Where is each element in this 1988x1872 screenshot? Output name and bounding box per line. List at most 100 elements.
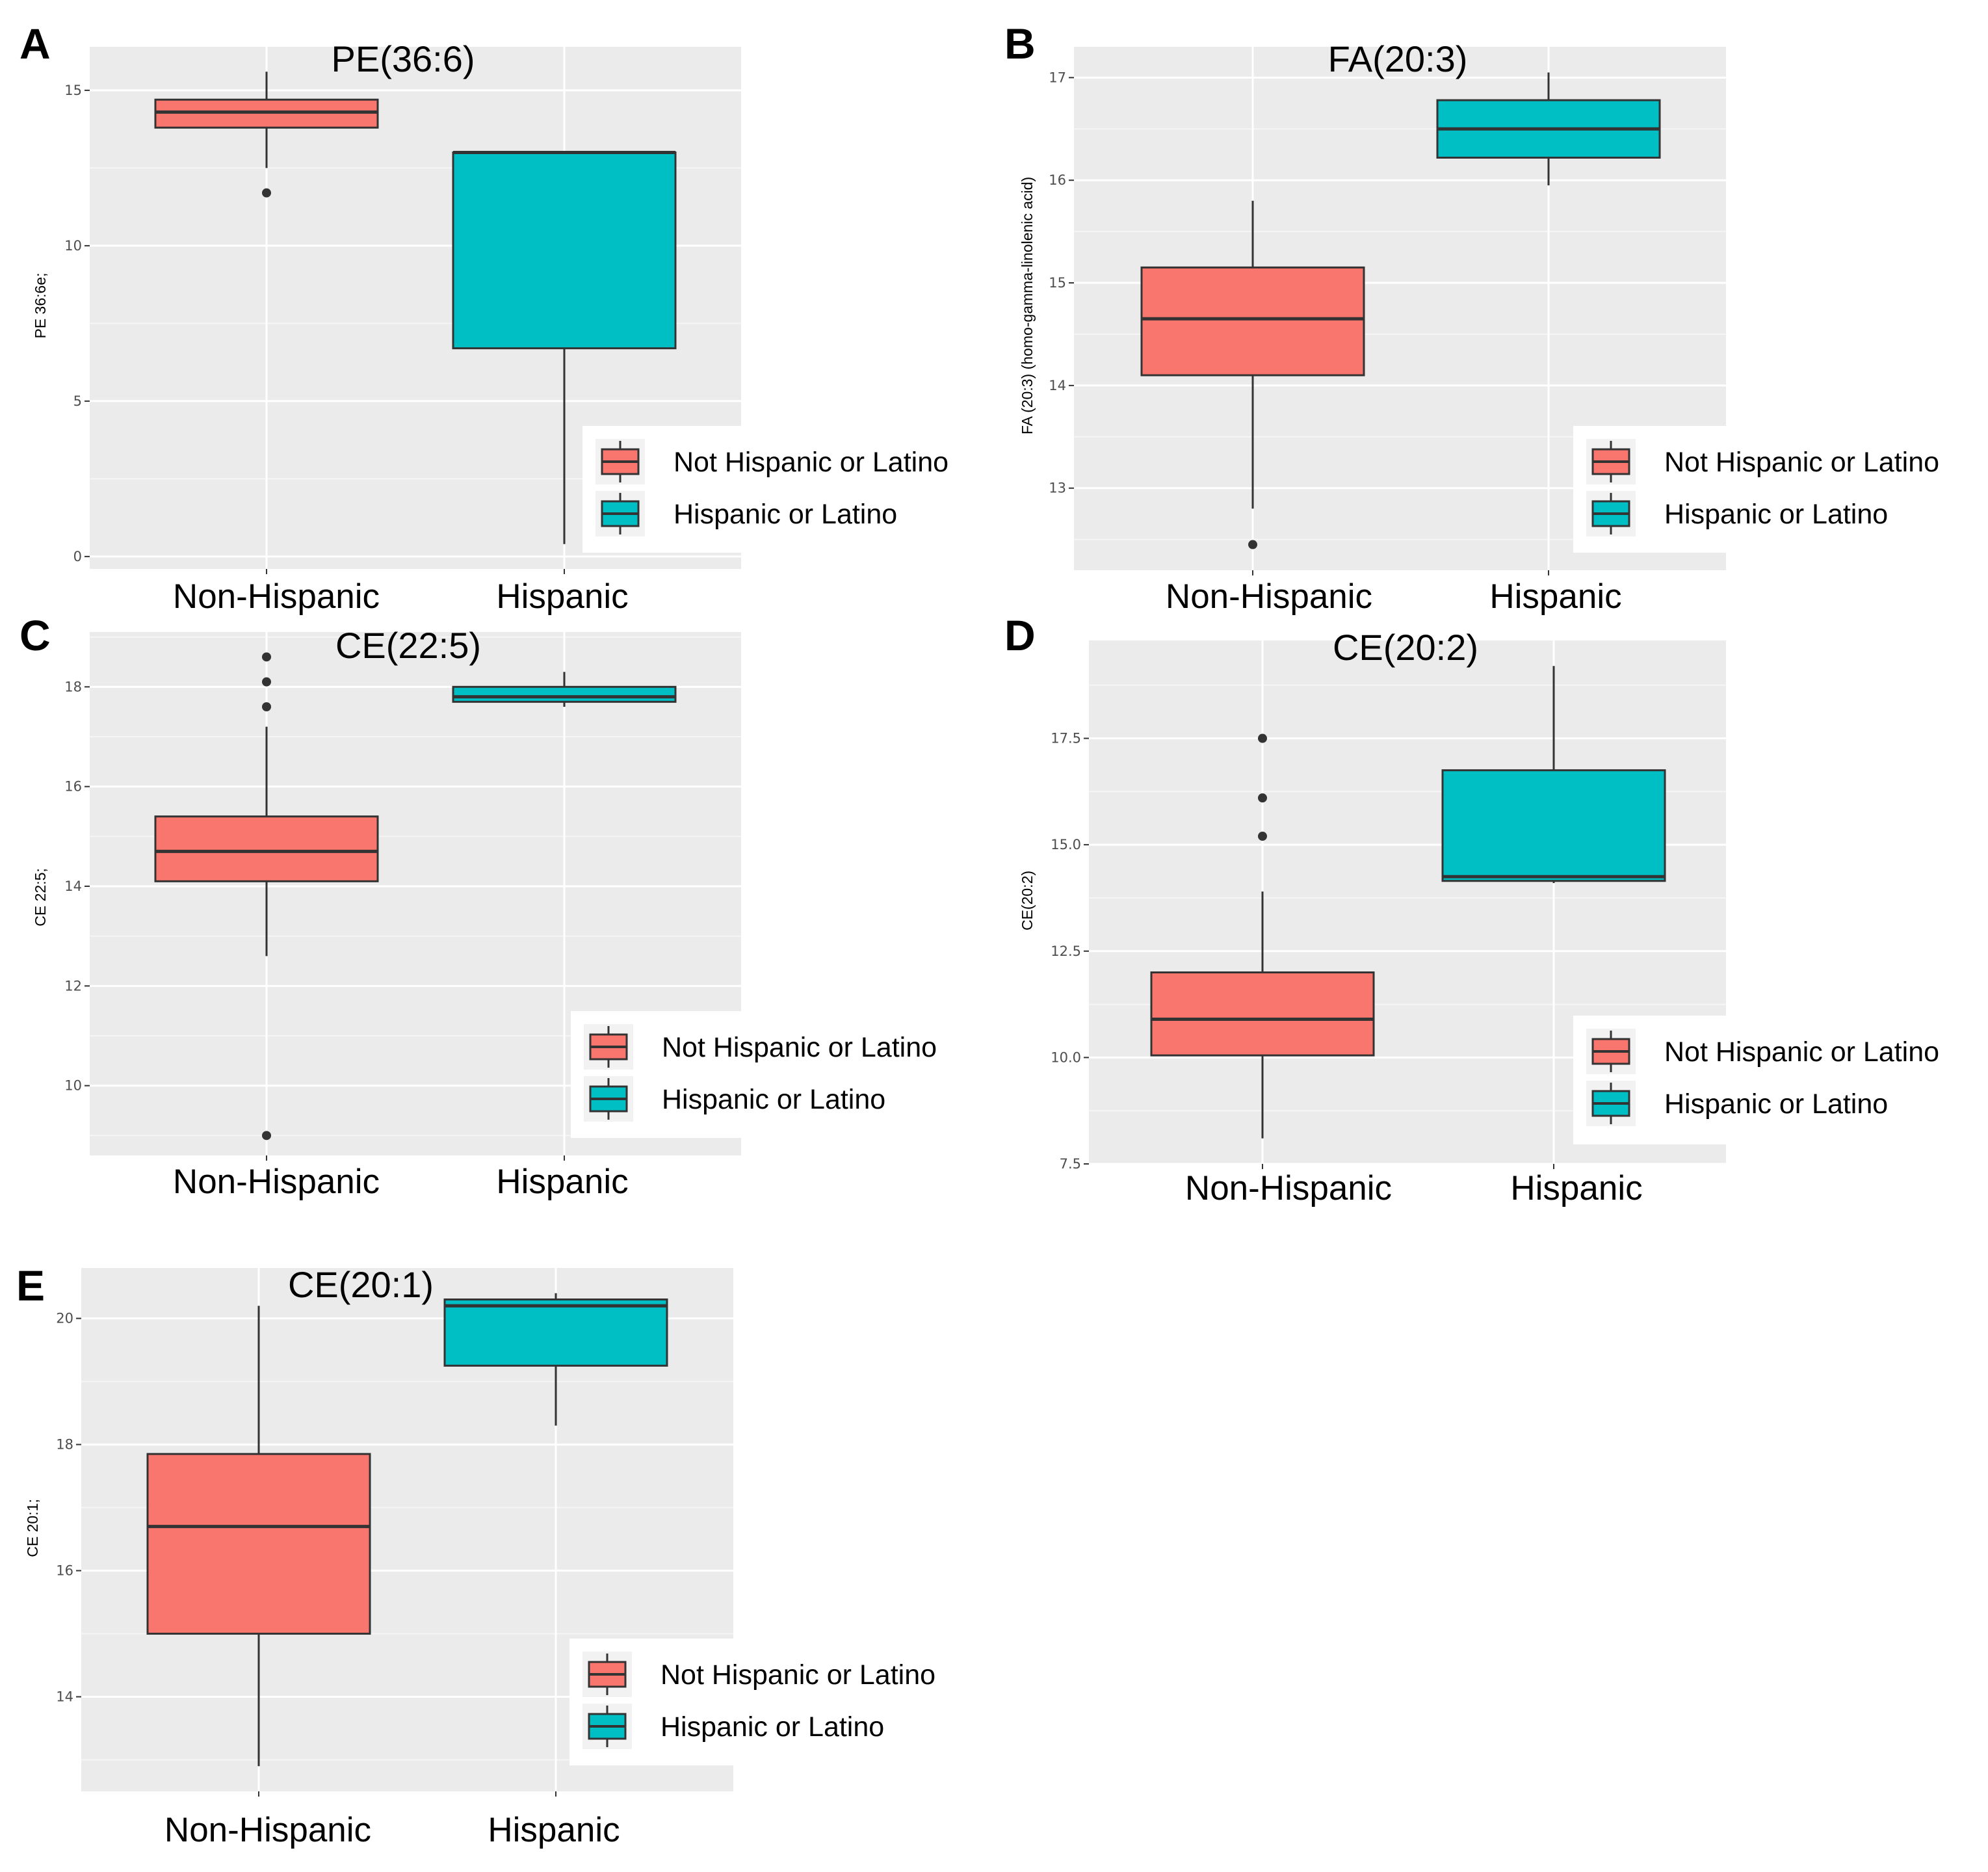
x-category-label: Non-Hispanic xyxy=(1185,1169,1392,1207)
legend: Not Hispanic or Latino Hispanic or Latino xyxy=(1573,1016,1939,1144)
y-tick-label: 10.0 xyxy=(1051,1049,1081,1065)
legend: Not Hispanic or Latino Hispanic or Latino xyxy=(1573,426,1939,553)
legend-key-not-hispanic xyxy=(1586,439,1636,484)
y-tick-label: 15.0 xyxy=(1051,837,1081,852)
y-axis-label: CE 22:5; xyxy=(32,868,49,927)
legend-key-hispanic xyxy=(582,1704,632,1749)
legend-label: Not Hispanic or Latino xyxy=(1664,447,1939,478)
legend-label: Not Hispanic or Latino xyxy=(662,1032,937,1063)
x-category-label: Hispanic xyxy=(1510,1169,1642,1207)
y-tick-label: 16 xyxy=(56,1563,73,1579)
y-axis-label: CE(20:2) xyxy=(1019,871,1036,930)
y-axis-label: FA (20:3) (homo-gamma-linolenic acid) xyxy=(1019,177,1036,434)
iqr-box xyxy=(146,1453,371,1635)
box-hispanic xyxy=(1441,666,1666,884)
box-hispanic xyxy=(1436,72,1661,186)
x-category-label: Non-Hispanic xyxy=(164,1811,371,1849)
x-category-label: Non-Hispanic xyxy=(173,577,380,616)
iqr-box xyxy=(443,1298,668,1367)
chart-title: PE(36:6) xyxy=(332,38,475,79)
outlier-point xyxy=(262,188,271,198)
y-tick-label: 10 xyxy=(64,238,82,254)
legend-label: Hispanic or Latino xyxy=(674,499,897,530)
outlier-point xyxy=(262,677,271,687)
box-non-hispanic xyxy=(154,72,379,198)
y-tick-label: 17 xyxy=(1049,70,1066,85)
chart-title: CE(22:5) xyxy=(335,625,481,666)
box-non-hispanic xyxy=(146,1306,371,1767)
legend-key-not-hispanic xyxy=(595,439,645,484)
y-tick-label: 16 xyxy=(1049,172,1066,188)
legend: Not Hispanic or Latino Hispanic or Latino xyxy=(569,1639,935,1765)
y-tick-label: 20 xyxy=(56,1311,73,1326)
legend: Not Hispanic or Latino Hispanic or Latino xyxy=(571,1011,937,1138)
chart-title: CE(20:2) xyxy=(1333,627,1478,668)
y-tick-label: 14 xyxy=(56,1689,73,1705)
chart-title: FA(20:3) xyxy=(1328,38,1468,79)
box-non-hispanic xyxy=(1140,200,1365,549)
legend: Not Hispanic or Latino Hispanic or Latino xyxy=(582,426,948,553)
legend-key-not-hispanic xyxy=(582,1652,632,1697)
y-tick-label: 15 xyxy=(1049,275,1066,291)
panel-letter: B xyxy=(1004,20,1036,68)
y-tick-label: 15 xyxy=(64,83,82,98)
y-tick-label: 14 xyxy=(64,878,82,894)
outlier-point xyxy=(1258,793,1267,803)
y-tick-label: 12.5 xyxy=(1051,943,1081,959)
panel-b: 13 14 15 16 17 FA(20:3) B FA (20:3) (homo-gamma… xyxy=(1004,20,1939,616)
box-hispanic xyxy=(443,1293,668,1426)
panel-letter: C xyxy=(20,611,51,659)
x-category-label: Hispanic xyxy=(488,1811,620,1849)
y-tick-label: 18 xyxy=(56,1437,73,1453)
panel-e: 14 16 18 20 CE(20:1) E CE 20:1; Non-Hispanic His… xyxy=(16,1261,935,1849)
panel-letter: D xyxy=(1004,611,1036,659)
x-category-label: Hispanic xyxy=(496,1163,628,1201)
legend-key-hispanic xyxy=(1586,1081,1636,1126)
y-axis-label: PE 36:6e; xyxy=(32,272,49,338)
box-hispanic xyxy=(452,672,677,707)
y-tick-label: 7.5 xyxy=(1060,1156,1081,1172)
legend-label: Hispanic or Latino xyxy=(660,1711,884,1743)
legend-label: Not Hispanic or Latino xyxy=(674,447,948,478)
outlier-point xyxy=(262,652,271,662)
y-tick-label: 17.5 xyxy=(1051,731,1081,746)
panel-a: 0 5 10 15 PE(36:6) A PE 36:6e; Non-Hispanic Hisp… xyxy=(20,20,948,616)
panel-d: 7.5 10.0 12.5 15.0 17.5 CE(20:2) D CE(20:2) Non-… xyxy=(1004,611,1939,1207)
panel-letter: A xyxy=(20,20,51,68)
x-category-label: Hispanic xyxy=(496,577,628,616)
iqr-box xyxy=(154,815,379,882)
legend-label: Hispanic or Latino xyxy=(1664,1088,1888,1120)
y-tick-label: 14 xyxy=(1049,378,1066,393)
legend-key-hispanic xyxy=(1586,491,1636,536)
legend-key-hispanic xyxy=(584,1076,633,1122)
box-hispanic xyxy=(452,151,677,544)
iqr-box xyxy=(1150,971,1375,1057)
x-category-label: Non-Hispanic xyxy=(173,1163,380,1201)
legend-label: Not Hispanic or Latino xyxy=(660,1659,935,1691)
x-category-label: Non-Hispanic xyxy=(1166,577,1372,616)
panel-c: 10 12 14 16 18 CE(22:5) C CE 22:5; Non-Hispanic H… xyxy=(20,611,937,1201)
y-tick-label: 0 xyxy=(73,549,82,564)
x-category-label: Hispanic xyxy=(1489,577,1621,616)
legend-key-not-hispanic xyxy=(584,1024,633,1070)
iqr-box xyxy=(1441,769,1666,882)
outlier-point xyxy=(1258,832,1267,841)
iqr-box xyxy=(452,152,677,350)
y-tick-label: 16 xyxy=(64,779,82,795)
y-axis-label: CE 20:1; xyxy=(24,1499,41,1557)
legend-label: Hispanic or Latino xyxy=(662,1084,885,1115)
box-non-hispanic xyxy=(154,652,379,1140)
legend-key-hispanic xyxy=(595,491,645,536)
legend-key-not-hispanic xyxy=(1586,1029,1636,1074)
outlier-point xyxy=(1258,733,1267,743)
y-tick-label: 10 xyxy=(64,1078,82,1094)
outlier-point xyxy=(1248,540,1257,549)
panel-letter: E xyxy=(16,1261,45,1310)
legend-label: Hispanic or Latino xyxy=(1664,499,1888,530)
y-tick-label: 18 xyxy=(64,679,82,694)
y-tick-label: 13 xyxy=(1049,481,1066,496)
box-non-hispanic xyxy=(1150,733,1375,1139)
outlier-point xyxy=(262,1131,271,1140)
legend-label: Not Hispanic or Latino xyxy=(1664,1036,1939,1068)
